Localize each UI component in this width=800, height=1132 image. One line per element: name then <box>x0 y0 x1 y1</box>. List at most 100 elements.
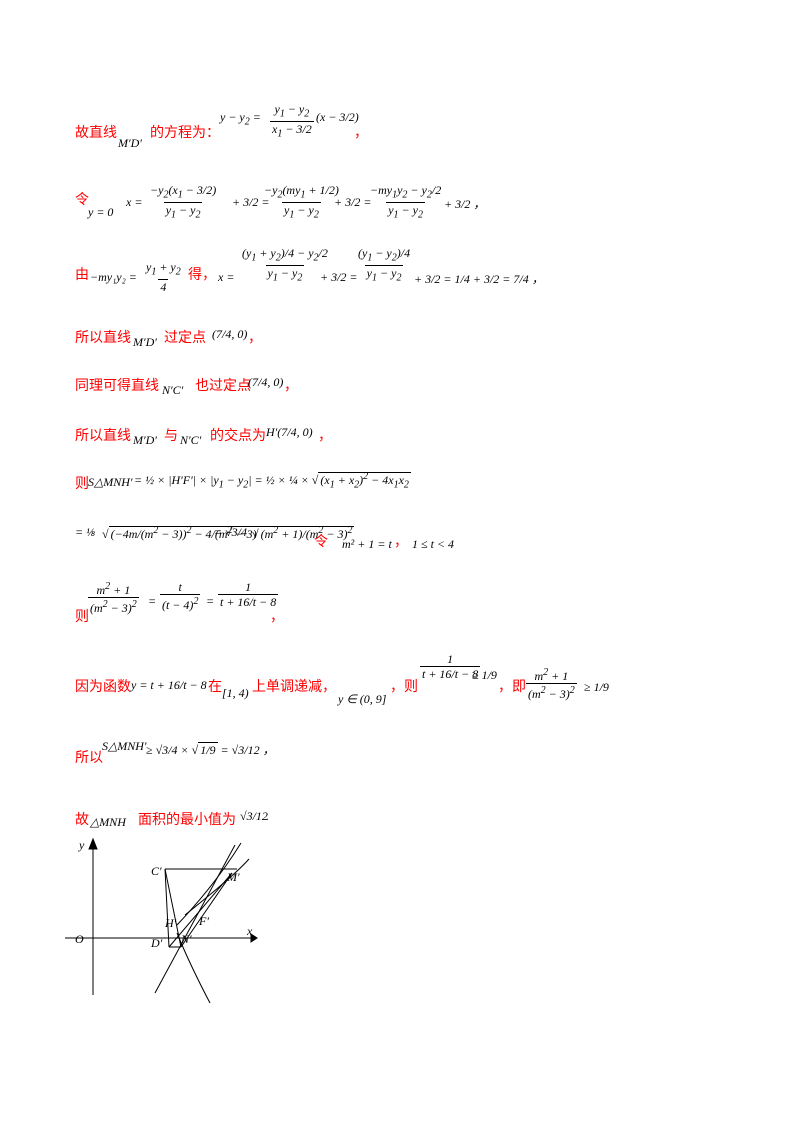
x-axis-arrow <box>250 933 258 943</box>
math-plus-d: + 3/2 = <box>320 270 358 284</box>
label-n: N′ <box>180 932 192 946</box>
text-ling: 令 <box>75 192 89 208</box>
math-y0: y = 0 <box>88 205 114 219</box>
curve-upper <box>176 842 242 926</box>
text-ye-guo: 也过定点 <box>195 378 251 394</box>
line-md-fixed: 所以直线 M′D′ 过定点 (7/4, 0) ， <box>0 305 800 365</box>
text-jiaodian: 的交点为 <box>210 428 266 444</box>
math-y-minus-y2: y − y2 = <box>220 110 261 128</box>
math-md-2: M′D′ <box>133 335 157 349</box>
math-func: y = t + 16/t − 8 <box>131 678 207 692</box>
math-eq-2: = <box>148 594 157 608</box>
math-frac-d: (y1 + y2)/4 − y2/2 y1 − y2 <box>242 246 328 284</box>
math-plus-c: + 3/2 ， <box>444 197 486 211</box>
line-area-expr: 则 S△MNH′ = ½ × |H′F′| × |y1 − y2| = ½ × … <box>0 455 800 515</box>
text-guo-dingdian: 过定点 <box>164 330 206 346</box>
text-comma: ， <box>354 125 368 141</box>
math-eq-sqrt3-4: = √3/4 <box>214 525 248 539</box>
curve-parabola <box>184 858 250 916</box>
segment-m-n <box>180 872 233 948</box>
math-frac-f: m2 + 1 (m2 − 3)2 <box>88 581 139 615</box>
text-suoyi-zhixian-2: 所以直线 <box>75 428 131 444</box>
label-d: D′ <box>150 936 163 950</box>
label-x: x <box>246 924 253 938</box>
text-danjian: 上单调递减， <box>252 679 336 695</box>
line-intersection: 所以直线 M′D′ 与 N′C′ 的交点为 H′(7/4, 0) ， <box>0 405 800 465</box>
text-ze-3: ，则 <box>390 679 418 695</box>
segment-c-d <box>164 868 170 948</box>
math-ge-1-9: ≥ 1/9 <box>472 668 497 682</box>
math-range: y ∈ (0, 9] <box>338 692 387 706</box>
math-s-label: S△MNH′ <box>88 475 133 489</box>
text-comma-6: ， <box>270 609 284 625</box>
math-frac-j: m2 + 1 (m2 − 3)2 <box>526 667 577 701</box>
line-conclusion: 故 △MNH 面积的最小值为 √3/12 . <box>0 795 800 855</box>
math-h-point: H′(7/4, 0) <box>266 425 313 439</box>
text-ling-2: 令 <box>314 534 328 550</box>
math-cond: −my₁y₂ = <box>90 270 137 284</box>
line-area-bound: 所以 S△MNH′ ≥ √3/4 × √ 1/9 = √3/12 ， <box>0 725 800 785</box>
math-point: (7/4, 0) <box>212 327 248 341</box>
math-result: + 3/2 = 1/4 + 3/2 = 7/4 ， <box>414 272 544 286</box>
line-area-simplified: = ⅛ √ (−4m/(m2 − 3))2 − 4/(m2 − 3) = √3/4… <box>0 505 800 565</box>
math-eq-1-8: = ⅛ <box>75 525 96 539</box>
math-slope-frac: y1 − y2 x1 − 3/2 <box>270 102 314 140</box>
y-axis-arrow <box>88 837 98 850</box>
text-tongli: 同理可得直线 <box>75 378 159 394</box>
geometry-figure: y x O C′ M′ H′ F′ D′ N′ <box>65 837 258 1004</box>
math-period: . <box>266 809 269 823</box>
math-point-2: (7/4, 0) <box>248 375 284 389</box>
math-nc: N′C′ <box>162 383 184 397</box>
segment-c-n <box>164 868 182 948</box>
math-md: M′D′ <box>118 136 142 150</box>
math-sqrt-1: √ (−4m/(m2 − 3))2 − 4/(m2 − 3) <box>102 525 259 541</box>
math-bound: ≥ √3/4 × √ 1/9 = √3/12 ， <box>146 742 275 757</box>
text-yu: 与 <box>164 428 178 444</box>
line-ratio: 则 m2 + 1 (m2 − 3)2 = t (t − 4)2 = 1 t + … <box>0 580 800 640</box>
label-origin: O <box>75 932 84 946</box>
line-equation-md: 故直线 M′D′ 的方程为： y − y2 = y1 − y2 x1 − 3/2… <box>0 100 800 160</box>
math-interval: [1, 4) <box>222 686 249 700</box>
math-x-minus: (x − 3/2) <box>316 110 359 124</box>
math-frac-c: −my1y2 − y2/2 y1 − y2 <box>370 183 442 221</box>
math-eq-3: = <box>206 594 215 608</box>
math-area-chain: = ½ × |H′F′| × |y1 − y2| = ½ × ¼ × √ (x1 … <box>134 471 411 491</box>
text-ji: ，即 <box>498 679 526 695</box>
math-s-label-2: S△MNH′ <box>102 739 147 753</box>
line-nc-fixed: 同理可得直线 N′C′ 也过定点 (7/4, 0) ， <box>0 355 800 415</box>
math-frac-i: 1 t + 16/t − 8 <box>420 652 481 681</box>
text-fangcheng: 的方程为： <box>150 125 220 141</box>
math-sqrt-2: √ (m2 + 1)/(m2 − 3)2 <box>252 525 355 541</box>
math-x-eq-2: x = <box>218 270 235 284</box>
math-frac-g: t (t − 4)2 <box>160 580 201 612</box>
text-ze-2: 则 <box>75 609 89 625</box>
math-plus-b: + 3/2 = <box>334 195 372 209</box>
text-suoyi: 所以 <box>75 750 103 766</box>
math-nc-2: N′C′ <box>180 433 202 447</box>
text-you: 由 <box>75 267 89 283</box>
line-set-y0: 令 y = 0 x = −y2(x1 − 3/2) y1 − y2 + 3/2 … <box>0 175 800 235</box>
math-frac-h: 1 t + 16/t − 8 <box>218 580 279 609</box>
text-mianji: 面积的最小值为 <box>138 812 236 828</box>
math-frac-a: −y2(x1 − 3/2) y1 − y2 <box>150 183 217 221</box>
math-triangle: △MNH <box>90 815 126 829</box>
line-substitute: 由 −my₁y₂ = y1 + y2 4 得， x = (y1 + y2)/4 … <box>0 240 800 300</box>
math-md-3: M′D′ <box>133 433 157 447</box>
label-c: C′ <box>151 864 162 878</box>
text-comma-5: ， <box>394 534 408 550</box>
line-steep <box>154 844 236 994</box>
label-f: F′ <box>198 914 209 928</box>
line-monotonic: 因为函数 y = t + 16/t − 8 在 [1, 4) 上单调递减， y … <box>0 650 800 710</box>
label-m: M′ <box>226 870 240 884</box>
label-y: y <box>78 838 85 852</box>
math-t-range: 1 ≤ t < 4 <box>412 537 455 551</box>
math-frac-b: −y2(my1 + 1/2) y1 − y2 <box>264 183 339 221</box>
text-suoyi-zhixian: 所以直线 <box>75 330 131 346</box>
curve-lower <box>176 932 211 1004</box>
text-comma-4: ， <box>318 428 332 444</box>
math-plus-a: + 3/2 = <box>232 195 270 209</box>
text-zai: 在 <box>208 679 222 695</box>
text-ze: 则 <box>75 476 89 492</box>
math-sub-t: m² + 1 = t <box>342 537 392 551</box>
text-gu-zhixian: 故直线 <box>75 125 117 141</box>
